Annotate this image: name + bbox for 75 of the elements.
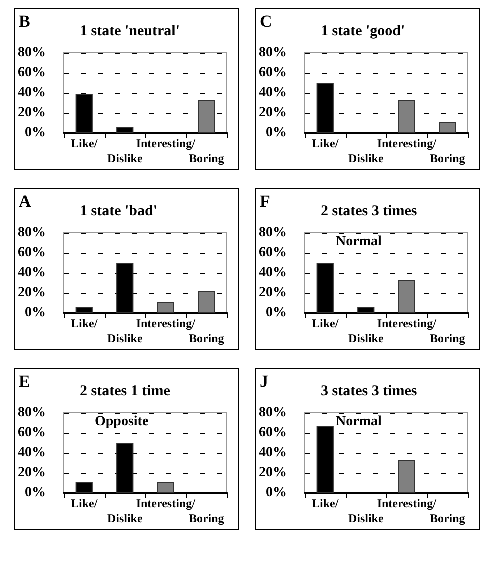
- y-tick-label: 0%: [266, 126, 287, 140]
- y-tick-label: 20%: [259, 466, 287, 480]
- x-tick-label: Boring: [430, 332, 466, 346]
- x-tick-label: Like/: [312, 316, 340, 330]
- y-tick-label: 0%: [25, 306, 46, 320]
- y-tick-label: 80%: [259, 226, 287, 240]
- x-tick-label: Interesting/: [136, 316, 196, 330]
- x-tick-label: Like/: [71, 316, 98, 330]
- bar: [398, 280, 416, 313]
- y-tick-label: 40%: [259, 266, 287, 280]
- x-tick-label: Boring: [188, 152, 224, 166]
- x-tick-label: Dislike: [348, 512, 384, 526]
- chart-subtitle: Opposite: [95, 414, 149, 430]
- text: B: [19, 12, 30, 31]
- y-tick-label: 40%: [259, 446, 287, 460]
- text: E: [19, 372, 30, 391]
- x-tick-label: Like/: [312, 136, 340, 150]
- x-tick-label: Like/: [71, 136, 98, 150]
- y-tick-label: 80%: [259, 406, 287, 420]
- y-tick-label: 40%: [18, 266, 46, 280]
- y-tick-label: 40%: [18, 86, 46, 100]
- chart-subtitle: Normal: [336, 414, 382, 430]
- chart-title: 2 states 3 times: [321, 204, 418, 220]
- bar: [198, 291, 216, 313]
- y-tick-label: 20%: [18, 466, 46, 480]
- x-tick-label: Like/: [312, 496, 340, 510]
- y-tick-label: 80%: [18, 406, 46, 420]
- text: F: [260, 192, 270, 211]
- chart-title: 2 states 1 time: [80, 384, 171, 400]
- y-tick-label: 80%: [18, 46, 46, 60]
- y-tick-label: 0%: [25, 486, 46, 500]
- y-tick-label: 80%: [259, 46, 287, 60]
- chart-title: 1 state 'good': [321, 24, 406, 40]
- y-tick-label: 40%: [259, 86, 287, 100]
- y-tick-label: 20%: [259, 106, 287, 120]
- y-tick-label: 80%: [18, 226, 46, 240]
- chart-subtitle: Normal: [336, 234, 382, 250]
- chart-title: 1 state 'neutral': [80, 24, 180, 40]
- y-tick-label: 0%: [266, 486, 287, 500]
- y-tick-label: 20%: [18, 106, 46, 120]
- x-tick-label: Like/: [71, 496, 98, 510]
- x-tick-label: Boring: [430, 152, 466, 166]
- y-tick-label: 60%: [18, 66, 46, 80]
- chart-title: 3 states 3 times: [321, 384, 418, 400]
- y-tick-label: 40%: [18, 446, 46, 460]
- x-tick-label: Boring: [188, 332, 224, 346]
- x-tick-label: Interesting/: [377, 316, 438, 330]
- bar: [157, 302, 174, 313]
- text: C: [260, 12, 272, 31]
- y-tick-label: 60%: [259, 426, 287, 440]
- y-tick-label: 20%: [259, 286, 287, 300]
- x-tick-label: Boring: [188, 512, 224, 526]
- text: J: [260, 372, 269, 391]
- x-tick-label: Dislike: [107, 332, 144, 346]
- x-tick-label: Dislike: [107, 152, 144, 166]
- x-tick-label: Interesting/: [136, 496, 196, 510]
- x-tick-label: Boring: [430, 512, 466, 526]
- y-tick-label: 60%: [18, 426, 46, 440]
- x-tick-label: Dislike: [348, 332, 384, 346]
- bar: [198, 100, 216, 133]
- y-tick-label: 20%: [18, 286, 46, 300]
- x-tick-label: Dislike: [348, 152, 384, 166]
- x-tick-label: Dislike: [107, 512, 144, 526]
- y-tick-label: 60%: [18, 246, 46, 260]
- text: A: [19, 192, 32, 211]
- y-tick-label: 60%: [259, 66, 287, 80]
- y-tick-label: 60%: [259, 246, 287, 260]
- bar: [398, 100, 416, 133]
- x-tick-label: Interesting/: [136, 136, 196, 150]
- y-tick-label: 0%: [25, 126, 46, 140]
- y-tick-label: 0%: [266, 306, 287, 320]
- chart-title: 1 state 'bad': [80, 204, 158, 220]
- x-tick-label: Interesting/: [377, 136, 438, 150]
- bar: [439, 122, 456, 133]
- x-tick-label: Interesting/: [377, 496, 438, 510]
